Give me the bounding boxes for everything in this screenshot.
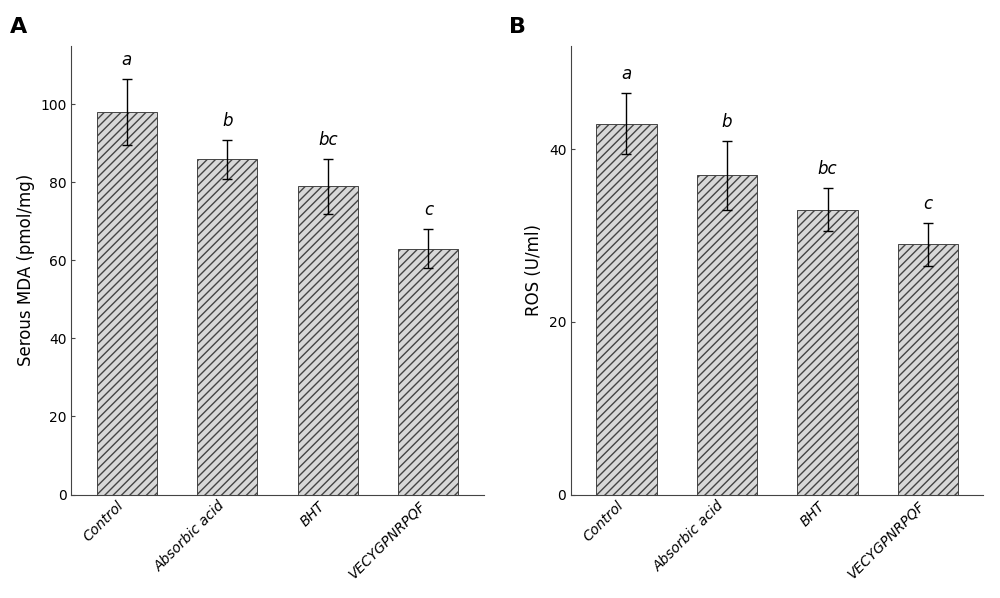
Text: A: A	[10, 17, 27, 37]
Text: b: b	[722, 113, 732, 131]
Bar	[797, 210, 858, 495]
Text: B: B	[509, 17, 526, 37]
Bar	[596, 124, 657, 495]
Text: c: c	[424, 202, 433, 219]
Text: a: a	[122, 51, 132, 69]
Text: bc: bc	[318, 131, 338, 149]
Text: b: b	[222, 112, 233, 130]
Text: c: c	[923, 195, 933, 213]
Bar	[898, 245, 958, 495]
Bar	[97, 112, 157, 495]
Text: a: a	[621, 65, 632, 84]
Y-axis label: ROS (U/ml): ROS (U/ml)	[525, 224, 543, 316]
Bar	[197, 159, 257, 495]
Bar	[298, 187, 358, 495]
Bar	[697, 175, 757, 495]
Bar	[398, 249, 458, 495]
Y-axis label: Serous MDA (pmol/mg): Serous MDA (pmol/mg)	[17, 174, 35, 367]
Text: bc: bc	[818, 160, 837, 178]
